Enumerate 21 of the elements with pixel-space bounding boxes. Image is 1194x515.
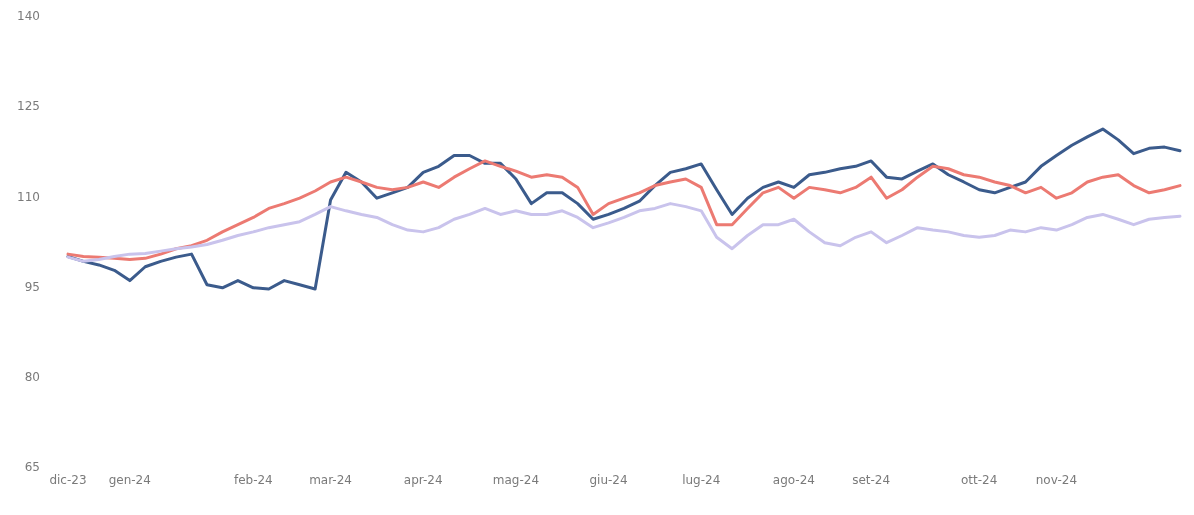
x-tick-label: mag-24: [492, 472, 540, 487]
x-tick-label: mar-24: [309, 472, 352, 487]
x-tick-label: nov-24: [1035, 472, 1078, 487]
y-tick-label: 110: [17, 189, 40, 204]
x-tick-label: ago-24: [772, 472, 815, 487]
y-tick-label: 65: [24, 460, 40, 475]
line-series: [66, 159, 1182, 262]
x-tick-label: feb-24: [233, 472, 273, 487]
y-tick-label: 140: [17, 9, 40, 24]
x-tick-label: set-24: [852, 472, 891, 487]
x-tick-label: gen-24: [108, 472, 151, 487]
x-tick-label: giu-24: [589, 472, 628, 487]
y-tick-label: 95: [24, 279, 40, 294]
y-tick-label: 125: [17, 99, 40, 114]
line-series: [66, 202, 1182, 263]
y-tick-label: 80: [24, 370, 40, 385]
line-series: [66, 127, 1182, 291]
x-tick-label: dic-23: [49, 472, 87, 487]
x-tick-label: lug-24: [682, 472, 721, 487]
x-tick-label: ott-24: [961, 472, 998, 487]
x-tick-label: apr-24: [403, 472, 443, 487]
